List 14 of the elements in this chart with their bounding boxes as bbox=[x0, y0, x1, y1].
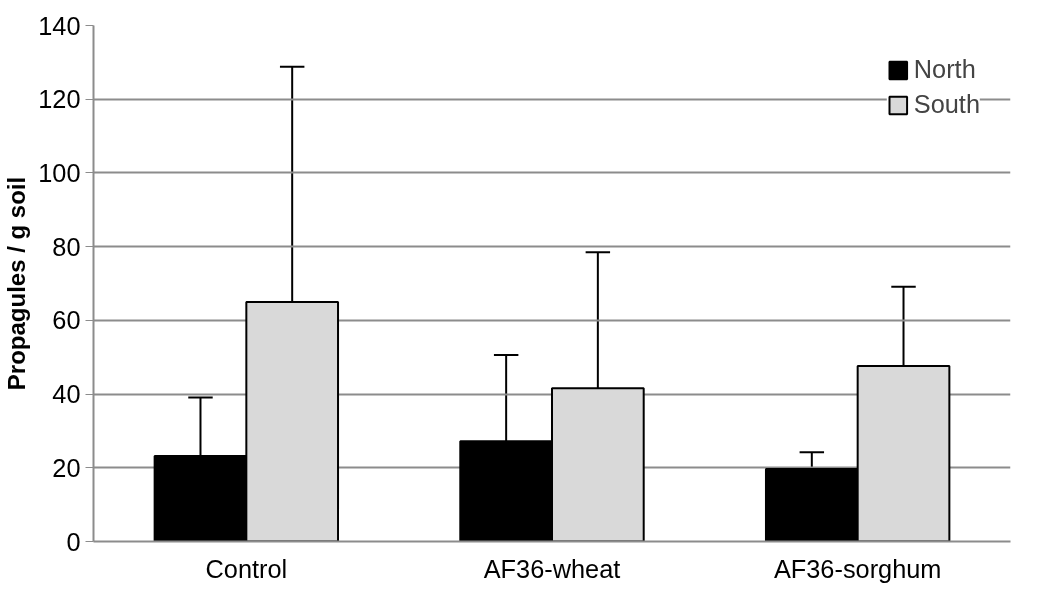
legend-label: South bbox=[913, 90, 980, 119]
y-axis-title: Propagules / g soil bbox=[3, 176, 31, 391]
y-tick-label: 20 bbox=[52, 453, 81, 482]
y-tick-label: 140 bbox=[38, 11, 81, 40]
x-tick-label: AF36-wheat bbox=[483, 554, 621, 583]
x-tick-label: AF36-sorghum bbox=[773, 554, 942, 583]
y-tick-label: 60 bbox=[52, 306, 81, 335]
legend-label: North bbox=[913, 55, 976, 84]
y-tick-label: 0 bbox=[66, 527, 81, 556]
y-tick-label: 100 bbox=[38, 158, 81, 187]
y-tick-label: 40 bbox=[52, 380, 81, 409]
y-tick-label: 120 bbox=[38, 85, 81, 114]
y-tick-label: 80 bbox=[52, 232, 81, 261]
x-tick-label: Control bbox=[205, 554, 288, 583]
